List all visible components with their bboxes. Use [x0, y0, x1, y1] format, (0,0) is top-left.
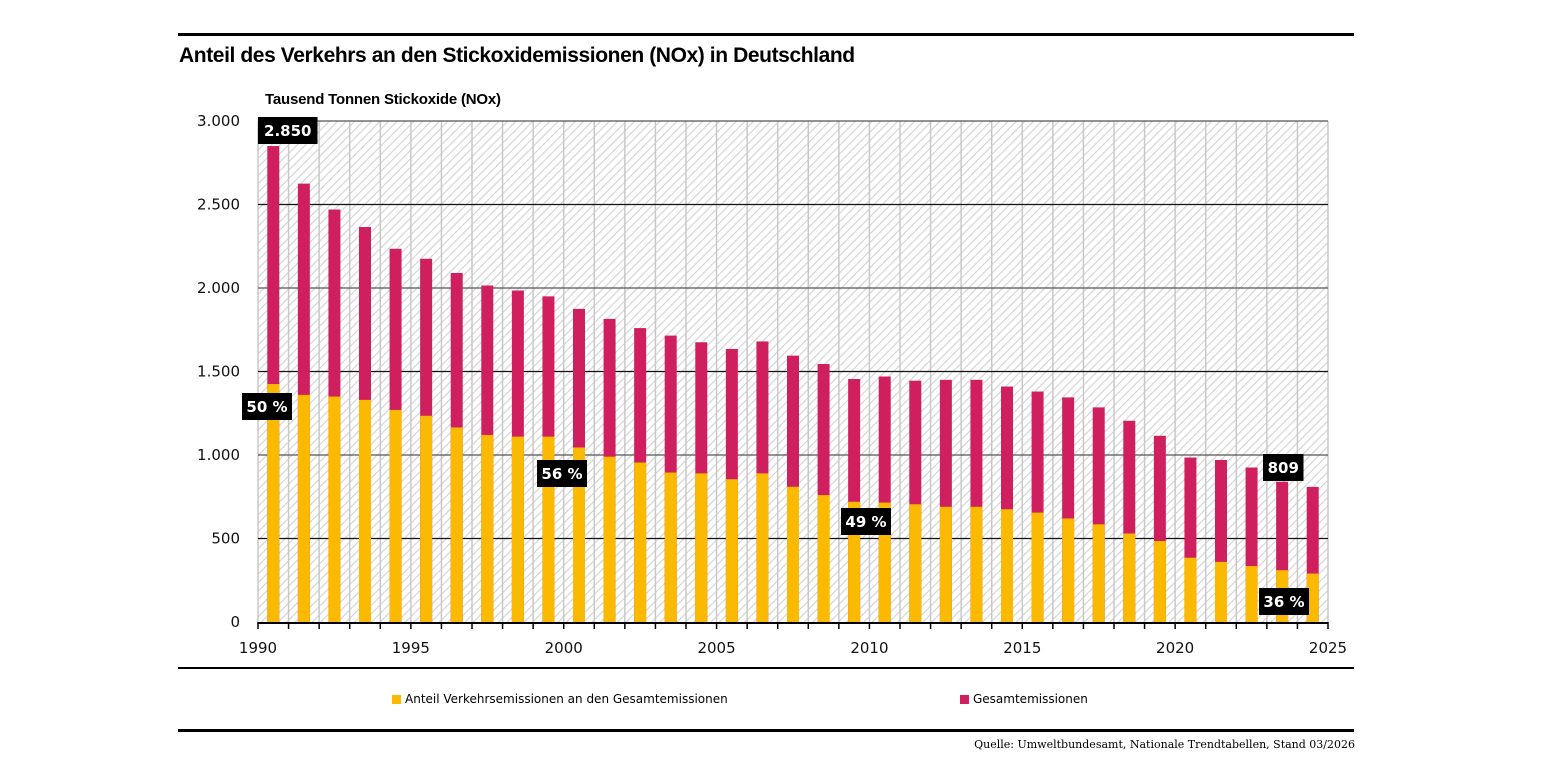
bar-traffic-2022 — [1245, 566, 1258, 622]
bar-traffic-2006 — [756, 473, 769, 622]
x-tick-label: 2020 — [1156, 639, 1194, 657]
y-tick-label: 500 — [211, 530, 240, 548]
x-tick-label: 1990 — [239, 639, 277, 657]
annotation-total-1990: 2.850 — [258, 117, 318, 144]
legend-item-traffic: Anteil Verkehrsemissionen an den Gesamte… — [392, 692, 728, 706]
bar-traffic-2024 — [1306, 573, 1319, 622]
legend-top-rule — [178, 667, 1354, 669]
bar-traffic-1991 — [297, 394, 310, 622]
annotation-traffic-2010: 49 % — [841, 508, 891, 535]
footer-rule — [178, 729, 1354, 732]
x-tick-label: 2025 — [1309, 639, 1347, 657]
annotations: 2.850 50 % 56 % 49 % 809 36 % — [242, 117, 1309, 615]
bar-traffic-2012 — [939, 506, 952, 622]
bar-traffic-1990 — [267, 384, 280, 622]
annotation-label: 49 % — [845, 513, 886, 531]
bar-traffic-2018 — [1123, 533, 1136, 622]
bar-traffic-1994 — [389, 409, 402, 622]
bar-traffic-2004 — [695, 473, 708, 622]
y-axis-label: Tausend Tonnen Stickoxide (NOx) — [265, 91, 501, 108]
annotation-badge — [258, 117, 318, 144]
annotation-badge — [1263, 454, 1304, 481]
y-tick-label: 1.500 — [197, 363, 240, 381]
source-note: Quelle: Umweltbundesamt, Nationale Trend… — [974, 738, 1355, 751]
x-tick-label: 2005 — [697, 639, 735, 657]
x-axis — [257, 622, 1329, 629]
x-tick-label: 1995 — [392, 639, 430, 657]
bar-traffic-1995 — [420, 415, 433, 622]
y-axis-ticks: 0 500 1.000 1.500 2.000 2.500 3.000 — [197, 112, 240, 631]
annotation-traffic-2000: 56 % — [537, 460, 587, 487]
legend-label-total: Gesamtemissionen — [973, 692, 1088, 706]
legend-swatch-traffic — [392, 694, 401, 704]
chart-title: Anteil des Verkehrs an den Stickoxidemis… — [179, 44, 855, 67]
y-tick-label: 3.000 — [197, 112, 240, 130]
bar-traffic-2015 — [1031, 512, 1044, 622]
bar-traffic-2017 — [1092, 524, 1105, 622]
legend-swatch-total — [960, 694, 969, 704]
annotation-total-2024: 809 — [1263, 454, 1304, 481]
bar-traffic-2019 — [1153, 541, 1166, 622]
annotation-label: 56 % — [541, 465, 582, 483]
bar-traffic-1992 — [328, 396, 341, 622]
bar-traffic-2008 — [817, 495, 830, 622]
bar-traffic-1993 — [359, 399, 371, 622]
bar-traffic-2001 — [603, 456, 616, 622]
y-tick-label: 0 — [230, 613, 240, 631]
annotation-badge — [1259, 588, 1309, 615]
y-tick-label: 2.000 — [197, 279, 240, 297]
annotation-label: 2.850 — [264, 122, 311, 140]
bar-traffic-2021 — [1215, 561, 1227, 622]
annotation-badge — [841, 508, 891, 535]
annotation-badge — [242, 393, 292, 420]
bar-traffic-2013 — [970, 506, 983, 622]
legend-label-traffic: Anteil Verkehrsemissionen an den Gesamte… — [405, 692, 728, 706]
annotation-label: 809 — [1268, 459, 1299, 477]
y-tick-label: 2.500 — [197, 196, 240, 214]
bar-traffic-1998 — [511, 436, 524, 622]
x-tick-label: 2010 — [850, 639, 888, 657]
annotation-badge — [537, 460, 587, 487]
bar-traffic-2005 — [725, 479, 738, 622]
y-tick-label: 1.000 — [197, 446, 240, 464]
bar-traffic-1996 — [450, 427, 463, 622]
annotation-label: 36 % — [1263, 593, 1304, 611]
x-axis-tick-labels: 1990 1995 2000 2005 2010 2015 2020 2025 — [239, 639, 1347, 657]
annotation-traffic-1990: 50 % — [242, 393, 292, 420]
bar-traffic-2014 — [1001, 509, 1013, 622]
annotation-label: 50 % — [246, 398, 287, 416]
annotation-traffic-2024: 36 % — [1259, 588, 1309, 615]
x-tick-label: 2000 — [545, 639, 583, 657]
top-rule — [178, 33, 1354, 36]
x-tick-label: 2015 — [1003, 639, 1041, 657]
bar-traffic-2003 — [664, 472, 677, 622]
bar-traffic-2016 — [1062, 518, 1075, 622]
bar-traffic-2011 — [909, 504, 922, 622]
bar-traffic-2007 — [787, 486, 799, 622]
legend-item-total: Gesamtemissionen — [960, 692, 1088, 706]
bar-traffic-2020 — [1184, 557, 1197, 622]
bar-traffic-2002 — [634, 462, 647, 622]
bar-traffic-2000 — [573, 447, 585, 622]
bar-traffic-1997 — [481, 434, 494, 622]
